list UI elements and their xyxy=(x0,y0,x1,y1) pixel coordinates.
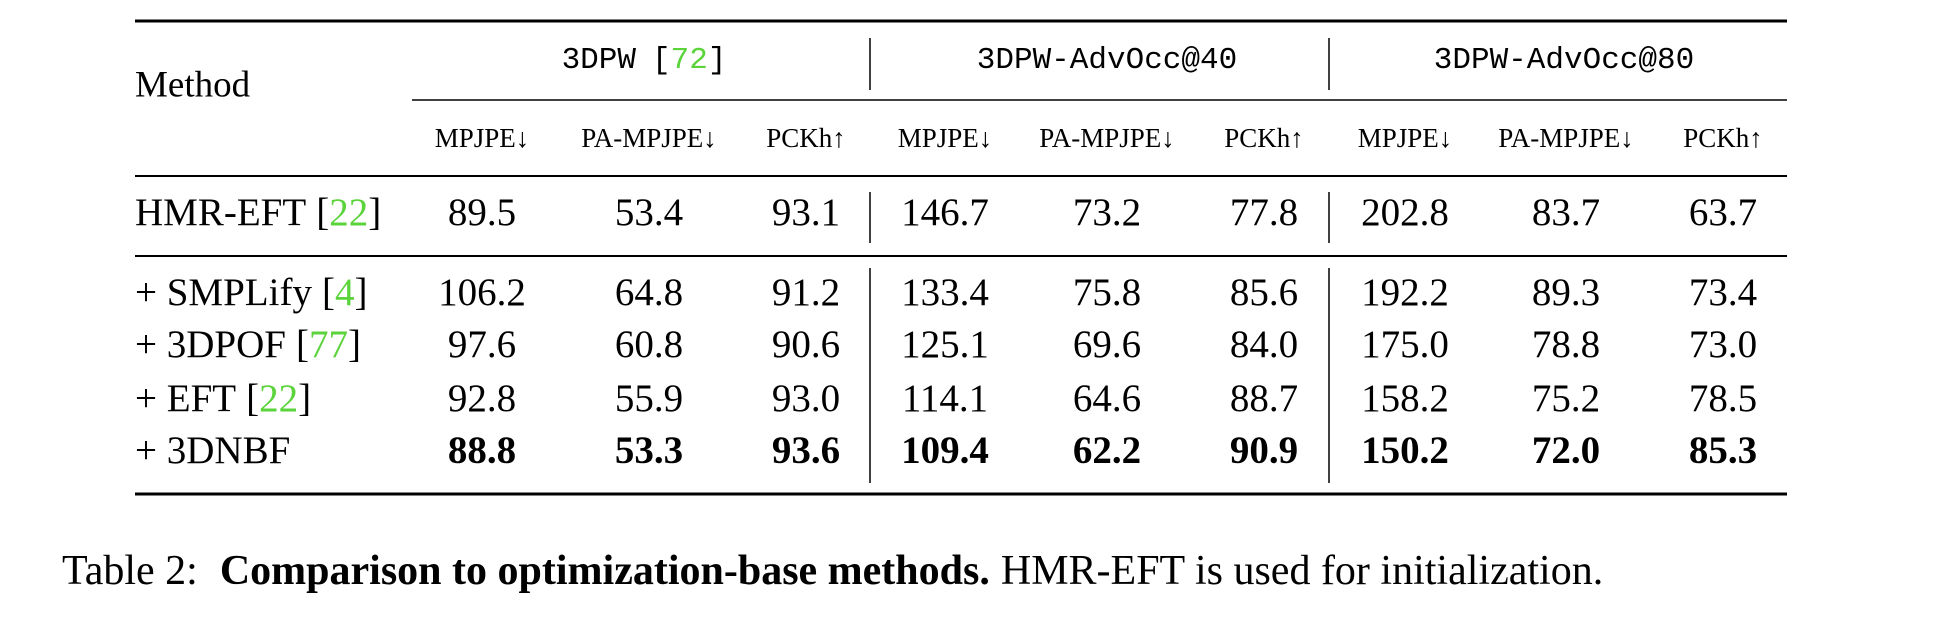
cell-value: 109.4 xyxy=(901,429,989,472)
group-header: 3DPW-AdvOcc@40 xyxy=(977,43,1237,78)
bracket: [ xyxy=(246,377,259,420)
metric-header: MPJPE↓ xyxy=(898,123,993,153)
cell-value: 55.9 xyxy=(615,377,683,420)
method: HMR-EFT xyxy=(135,191,306,234)
cell-value: 75.8 xyxy=(1073,271,1141,314)
cell-value: 73.2 xyxy=(1073,191,1141,234)
citation: 4 xyxy=(335,271,355,314)
cell-value: 85.6 xyxy=(1230,271,1298,314)
cell-value: 192.2 xyxy=(1361,271,1449,314)
cell-value: 158.2 xyxy=(1361,377,1449,420)
metric-header: PCKh↑ xyxy=(1224,123,1304,153)
citation: 72 xyxy=(671,43,708,78)
cell-value: 150.2 xyxy=(1361,429,1449,472)
caption-text: HMR-EFT is used for initialization. xyxy=(1001,548,1603,594)
cell-value: 83.7 xyxy=(1532,191,1600,234)
method: + 3DNBF xyxy=(135,429,290,472)
cell-value: 53.4 xyxy=(615,191,683,234)
bracket: [ xyxy=(652,43,671,78)
method: + SMPLify xyxy=(135,271,312,314)
bracket: ] xyxy=(298,377,311,420)
bracket: [ xyxy=(316,191,329,234)
caption: Table 2: Comparison to optimization-base … xyxy=(62,548,1603,594)
metric-header: PCKh↑ xyxy=(766,123,846,153)
cell-value: 72.0 xyxy=(1532,429,1600,472)
cell-value: 88.8 xyxy=(448,429,516,472)
bracket: ] xyxy=(368,191,381,234)
cell-value: 85.3 xyxy=(1689,429,1757,472)
group-header: 3DPW [72] xyxy=(562,43,727,78)
cell-value: 62.2 xyxy=(1073,429,1141,472)
method-name: + 3DPOF [77] xyxy=(135,323,361,366)
cell-value: 90.6 xyxy=(772,323,840,366)
cell-value: 90.9 xyxy=(1230,429,1298,472)
cell-value: 93.1 xyxy=(772,191,840,234)
citation: 22 xyxy=(259,377,298,420)
cell-value: 77.8 xyxy=(1230,191,1298,234)
metric-header: MPJPE↓ xyxy=(435,123,530,153)
cell-value: 89.3 xyxy=(1532,271,1600,314)
cell-value: 69.6 xyxy=(1073,323,1141,366)
cell-value: 146.7 xyxy=(901,191,989,234)
bracket: ] xyxy=(708,43,727,78)
metric-header: PA-MPJPE↓ xyxy=(581,123,717,153)
cell-value: 133.4 xyxy=(901,271,989,314)
caption-title: Comparison to optimization-base methods. xyxy=(220,548,990,594)
citation: 77 xyxy=(309,323,348,366)
cell-value: 93.0 xyxy=(772,377,840,420)
cell-value: 97.6 xyxy=(448,323,516,366)
bracket: [ xyxy=(296,323,309,366)
method-name: + 3DNBF xyxy=(135,429,290,472)
group-name: 3DPW-AdvOcc@80 xyxy=(1434,43,1694,78)
group-header: 3DPW-AdvOcc@80 xyxy=(1434,43,1694,78)
cell-value: 91.2 xyxy=(772,271,840,314)
metric-header: MPJPE↓ xyxy=(1358,123,1453,153)
cell-value: 64.6 xyxy=(1073,377,1141,420)
cell-value: 202.8 xyxy=(1361,191,1449,234)
method-name: HMR-EFT [22] xyxy=(135,191,381,234)
separators xyxy=(869,38,1330,483)
cell-value: 114.1 xyxy=(902,377,988,420)
citation: 22 xyxy=(329,191,368,234)
cell-value: 73.0 xyxy=(1689,323,1757,366)
cell-value: 64.8 xyxy=(615,271,683,314)
caption-label: Table 2: xyxy=(62,548,198,594)
cell-value: 78.5 xyxy=(1689,377,1757,420)
bracket: [ xyxy=(322,271,335,314)
metric-header: PCKh↑ xyxy=(1683,123,1763,153)
method: + 3DPOF xyxy=(135,323,286,366)
cell-value: 89.5 xyxy=(448,191,516,234)
cell-value: 175.0 xyxy=(1361,323,1449,366)
cell-value: 93.6 xyxy=(772,429,840,472)
bracket: ] xyxy=(348,323,361,366)
method-name: + EFT [22] xyxy=(135,377,311,420)
cell-value: 53.3 xyxy=(615,429,683,472)
cell-value: 125.1 xyxy=(901,323,989,366)
cell-value: 63.7 xyxy=(1689,191,1757,234)
bracket: ] xyxy=(354,271,367,314)
group-name: 3DPW-AdvOcc@40 xyxy=(977,43,1237,78)
metric-header: PA-MPJPE↓ xyxy=(1039,123,1175,153)
cell-value: 92.8 xyxy=(448,377,516,420)
method-header: Method xyxy=(135,64,251,105)
cell-value: 84.0 xyxy=(1230,323,1298,366)
cell-value: 73.4 xyxy=(1689,271,1757,314)
cell-value: 60.8 xyxy=(615,323,683,366)
method-name: + SMPLify [4] xyxy=(135,271,367,314)
cell-value: 75.2 xyxy=(1532,377,1600,420)
cell-value: 88.7 xyxy=(1230,377,1298,420)
group-name: 3DPW xyxy=(562,43,637,78)
cell-value: 106.2 xyxy=(438,271,526,314)
cell-value: 78.8 xyxy=(1532,323,1600,366)
method: + EFT xyxy=(135,377,236,420)
metric-header: PA-MPJPE↓ xyxy=(1498,123,1634,153)
